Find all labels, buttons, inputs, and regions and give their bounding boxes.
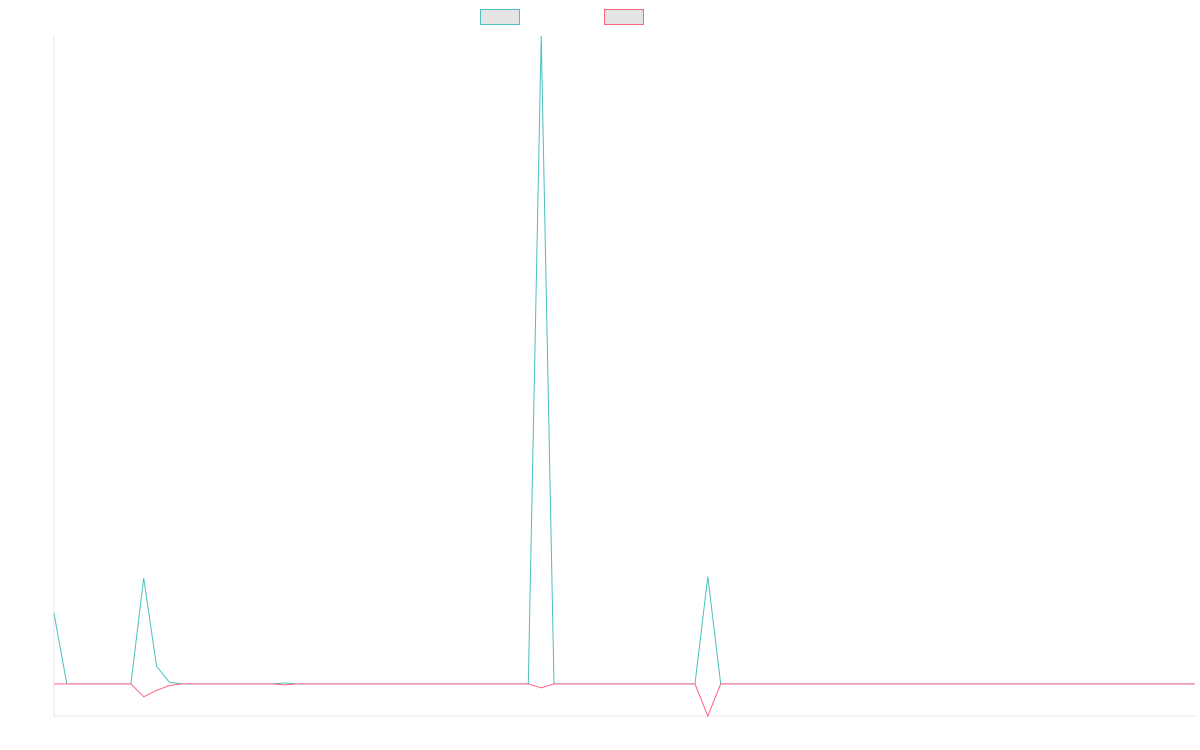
- legend: [0, 9, 1200, 27]
- legend-swatch-series-1[interactable]: [480, 9, 520, 25]
- legend-swatch-series-2[interactable]: [604, 9, 644, 25]
- series-layer: [53, 35, 1195, 718]
- series-line-2: [54, 683, 1195, 718]
- series-line-1: [53, 35, 1195, 685]
